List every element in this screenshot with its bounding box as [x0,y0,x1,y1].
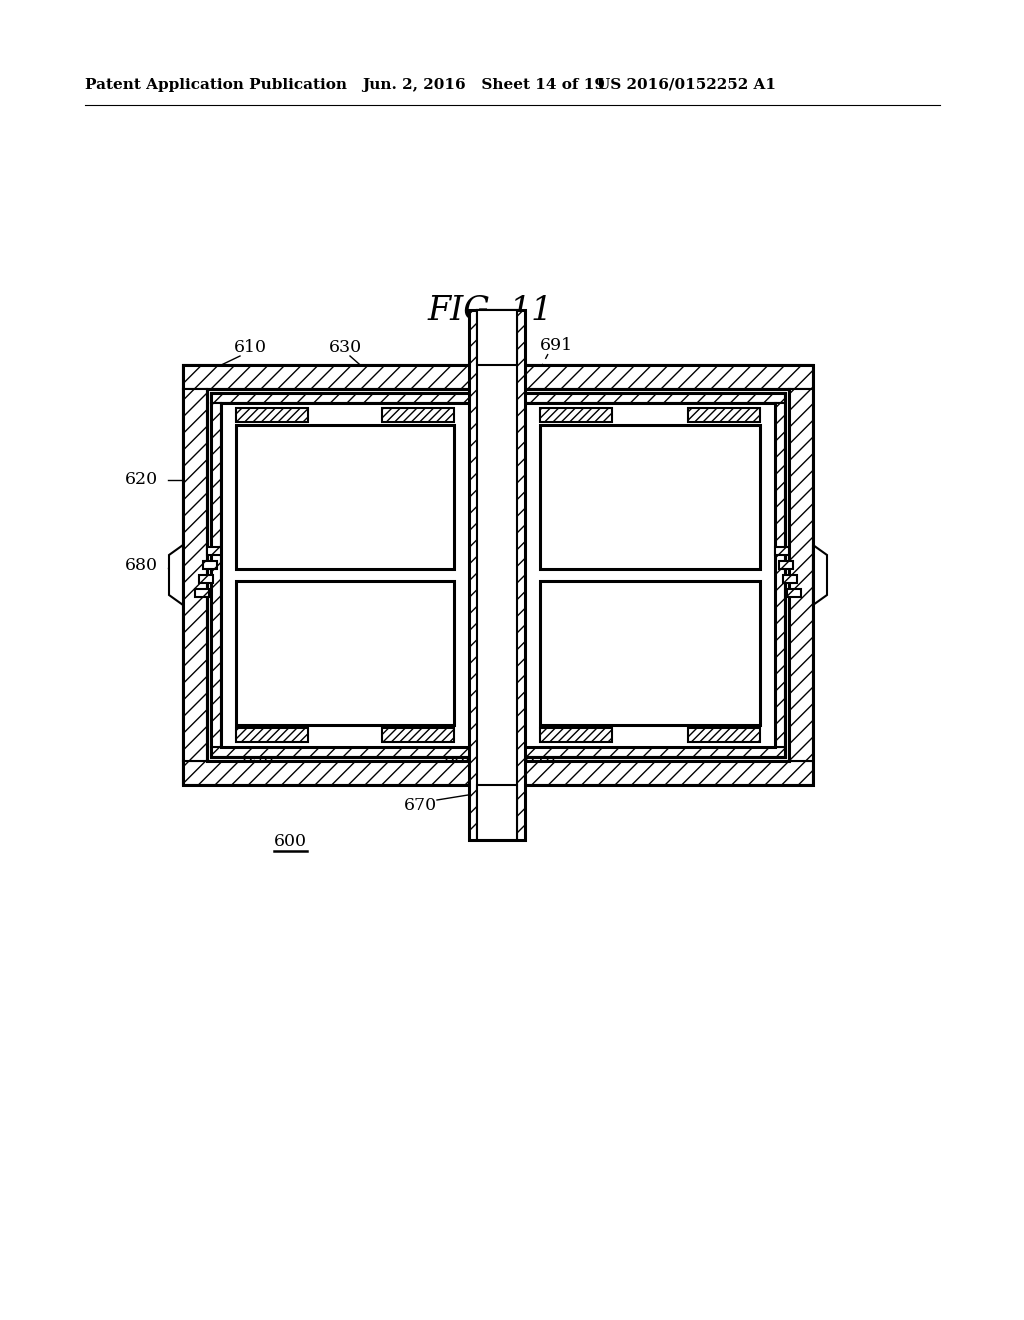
Text: 691: 691 [540,337,572,354]
Bar [477,310,517,840]
Bar [477,310,517,366]
Bar [195,589,209,597]
Text: 693: 693 [740,566,773,583]
Bar [236,408,308,422]
Bar [211,393,785,756]
Polygon shape [183,389,207,762]
Bar [221,403,469,747]
Bar [540,729,612,742]
Polygon shape [790,389,813,762]
Bar [477,785,517,840]
Polygon shape [211,747,785,756]
Bar [236,581,454,725]
Polygon shape [169,545,183,605]
Text: 610: 610 [233,339,266,356]
Bar [775,546,790,554]
Bar [525,403,775,747]
Bar [236,425,454,569]
Bar [183,366,813,785]
Text: Jun. 2, 2016   Sheet 14 of 19: Jun. 2, 2016 Sheet 14 of 19 [362,78,605,92]
Bar [540,581,760,725]
Text: 650: 650 [740,594,773,611]
Bar [779,561,793,569]
Polygon shape [211,393,785,403]
Polygon shape [183,366,813,389]
Bar [688,408,760,422]
Bar [236,729,308,742]
Polygon shape [211,403,221,747]
Bar [783,576,797,583]
Text: 680: 680 [125,557,158,573]
Bar [540,425,760,569]
Polygon shape [775,403,785,747]
Text: FIG. 11: FIG. 11 [427,294,553,327]
Bar [199,576,213,583]
Polygon shape [183,762,813,785]
Bar [688,729,760,742]
Bar [382,729,454,742]
Text: 600: 600 [273,833,306,850]
Bar [787,589,801,597]
Bar [540,408,612,422]
Bar [207,546,221,554]
Text: 660: 660 [443,748,476,766]
Polygon shape [813,545,827,605]
Bar [469,310,525,840]
Bar [382,408,454,422]
Text: 640: 640 [523,748,556,766]
Text: Patent Application Publication: Patent Application Publication [85,78,347,92]
Text: US 2016/0152252 A1: US 2016/0152252 A1 [597,78,776,92]
Bar [203,561,217,569]
Bar [207,389,790,762]
Bar [525,403,775,747]
Text: 630: 630 [329,339,361,356]
Bar [221,403,469,747]
Text: 620: 620 [125,471,158,488]
Bar [221,403,775,747]
Text: 670: 670 [403,796,436,813]
Text: 690: 690 [242,748,274,766]
